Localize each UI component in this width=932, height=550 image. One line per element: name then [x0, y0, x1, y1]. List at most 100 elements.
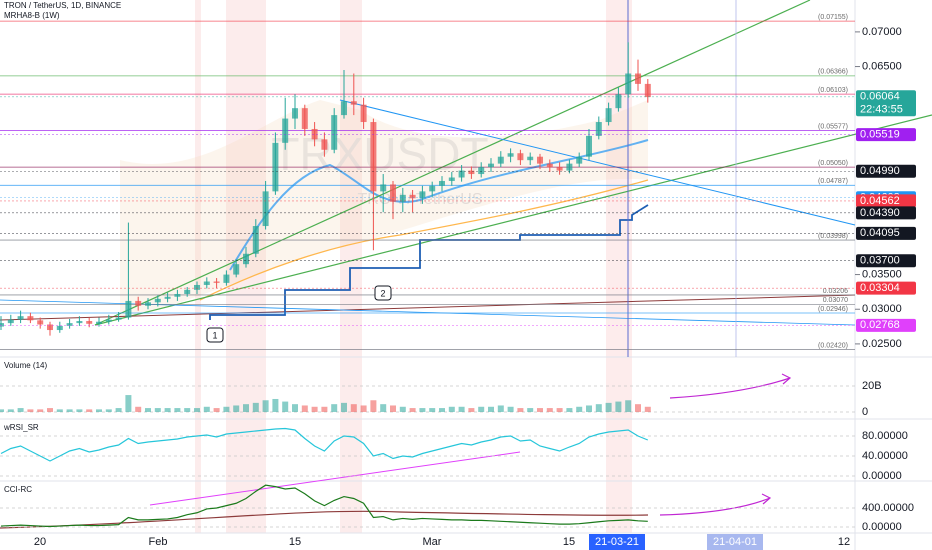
- volume-bar: [409, 408, 416, 412]
- rsi-line: [0, 427, 649, 462]
- annotation-label: 1: [212, 330, 217, 340]
- candle-body: [605, 108, 612, 123]
- volume-bar: [419, 408, 426, 412]
- volume-bar: [301, 405, 308, 412]
- volume-bar: [644, 406, 651, 412]
- x-label-highlight: [589, 534, 645, 550]
- level-label: (0.02420): [818, 342, 848, 349]
- volume-bar: [311, 406, 318, 412]
- price-tag: [856, 226, 916, 240]
- annotation-label: 2: [380, 288, 385, 298]
- candle-body: [184, 289, 191, 294]
- candle-body: [488, 163, 494, 168]
- level-label: (0.03998): [818, 233, 848, 240]
- y-tick-label: 0.06500: [862, 60, 902, 72]
- volume-bar: [478, 406, 485, 412]
- candle-body: [252, 226, 259, 254]
- volume-bar: [556, 408, 563, 412]
- candle-body: [135, 300, 142, 306]
- volume-bar: [223, 406, 230, 412]
- volume-bar: [468, 408, 475, 412]
- price-tag-label: 0.04095: [860, 227, 900, 239]
- price-tag: [856, 194, 916, 208]
- volume-bar: [66, 409, 73, 412]
- candle-body: [517, 153, 524, 161]
- price-tag-label: 0.05519: [860, 128, 900, 140]
- price-tag: [856, 128, 916, 142]
- volume-bar: [76, 409, 83, 412]
- candle-body: [380, 184, 387, 192]
- volume-bar: [164, 408, 171, 412]
- candle-body: [546, 163, 553, 168]
- price-tag-label: 0.02768: [860, 319, 900, 331]
- volume-bar: [537, 408, 543, 412]
- volume-bar: [635, 404, 641, 412]
- candle-body: [115, 317, 122, 320]
- volume-bar: [154, 408, 161, 412]
- candle-body: [409, 194, 416, 199]
- candle-body: [145, 302, 151, 306]
- volume-bar: [17, 408, 24, 412]
- volume-bar: [7, 409, 14, 412]
- candle-body: [586, 135, 592, 157]
- level-label: (0.05050): [818, 160, 848, 167]
- x-tick-label: Feb: [149, 536, 168, 548]
- candle-body: [243, 253, 249, 265]
- volume-bar: [145, 408, 151, 412]
- candle-body: [213, 281, 220, 283]
- volume-bar: [203, 406, 210, 412]
- price-tag-label: 0.04562: [860, 195, 900, 207]
- candle-body: [105, 319, 112, 322]
- y-tick-label: 0.00000: [862, 521, 902, 533]
- volume-bar: [605, 402, 612, 412]
- annotation-box: [374, 285, 392, 301]
- volume-bar: [233, 405, 240, 412]
- candle-body: [272, 142, 279, 192]
- pane-title: Volume (14): [4, 361, 47, 370]
- candle-body: [7, 319, 14, 324]
- level-label: (0.04787): [818, 178, 848, 185]
- countdown: 22:43:55: [860, 104, 903, 116]
- volume-bar: [282, 401, 289, 412]
- volume-bar: [243, 404, 249, 412]
- x-tick-label: 20: [34, 536, 46, 548]
- volume-bar: [321, 406, 328, 412]
- candle-body: [478, 167, 485, 175]
- volume-bar: [429, 408, 436, 412]
- candle-body: [625, 73, 632, 95]
- y-tick-label: 80.00000: [862, 430, 908, 442]
- x-tick-label: 15: [289, 536, 301, 548]
- volume-bar: [174, 408, 181, 412]
- symbol-title: TRON / TetherUS, 1D, BINANCE: [4, 1, 121, 10]
- volume-bar: [37, 409, 44, 412]
- y-tick-label: 0.03500: [862, 268, 902, 280]
- price-tag: [856, 206, 916, 220]
- cci-line: [0, 484, 648, 528]
- candle-body: [635, 73, 641, 84]
- candle-body: [27, 316, 34, 321]
- volume-bar: [96, 409, 102, 412]
- y-tick-label: 0.07000: [862, 26, 902, 38]
- price-tag-label: 0.06064: [860, 91, 900, 103]
- y-tick-label: 0.03000: [862, 303, 902, 315]
- y-tick-label: 20B: [862, 380, 882, 392]
- candle-body: [223, 274, 230, 283]
- volume-bar: [135, 406, 142, 412]
- pane-title: wRSI_SR: [3, 423, 39, 432]
- price-tag: [856, 318, 916, 332]
- candle-body: [360, 104, 367, 123]
- y-tick-label: 40.00000: [862, 450, 908, 462]
- candle-body: [125, 300, 132, 318]
- level-label: (0.02946): [818, 306, 848, 313]
- x-tick-label: Mar: [423, 536, 442, 548]
- candle-body: [292, 108, 298, 119]
- volume-bar: [517, 408, 524, 412]
- candle-body: [311, 128, 318, 140]
- candle-body: [595, 122, 602, 136]
- volume-bar: [194, 408, 200, 412]
- candle-body: [507, 153, 514, 157]
- volume-bar: [272, 398, 279, 412]
- candle-body: [497, 156, 504, 164]
- level-label: (0.06103): [818, 87, 848, 94]
